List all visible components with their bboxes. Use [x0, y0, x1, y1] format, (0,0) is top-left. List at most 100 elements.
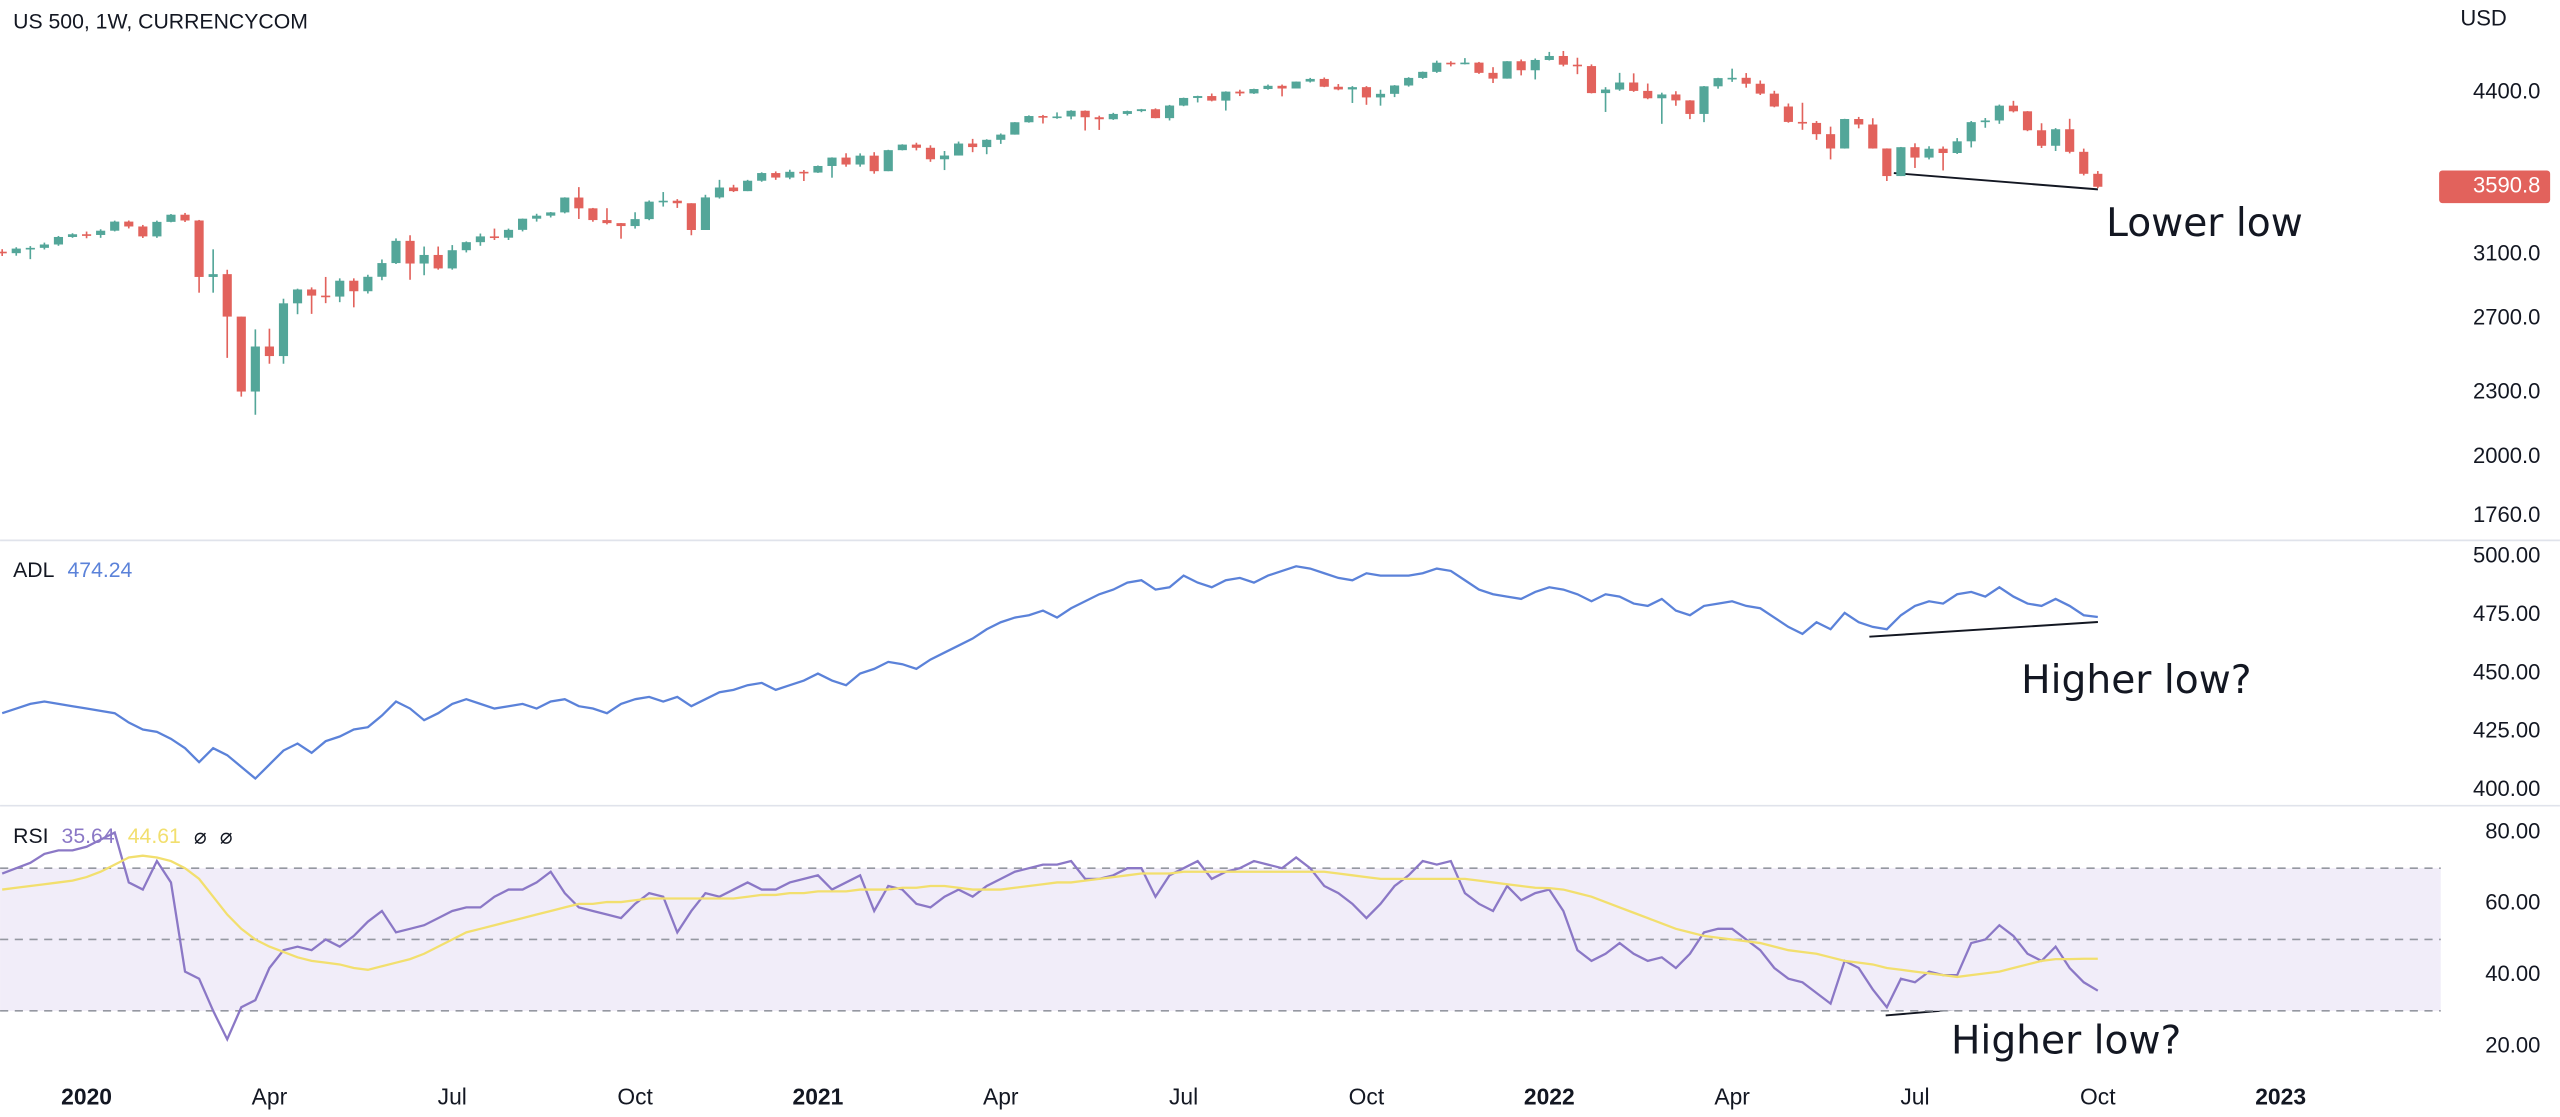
candle-body — [1277, 85, 1287, 89]
candle-body — [1347, 87, 1357, 90]
candle-body — [1980, 120, 1990, 123]
candle-body — [292, 289, 303, 304]
candle-body — [855, 155, 865, 165]
candle-body — [1432, 62, 1442, 72]
candle-body — [1333, 86, 1343, 90]
candle-body — [67, 234, 78, 237]
x-tick-label: Jul — [1900, 1084, 1929, 1110]
candle-body — [1783, 106, 1793, 122]
candle-body — [39, 244, 49, 248]
candle-body — [152, 221, 162, 237]
candle-body — [1361, 87, 1372, 98]
candle-body — [2065, 129, 2075, 152]
candle-body — [1854, 119, 1864, 125]
candle-body — [869, 155, 879, 172]
candle-body — [658, 200, 668, 203]
x-tick-label: 2020 — [61, 1084, 112, 1110]
candle-body — [2051, 129, 2061, 146]
y-tick-label: 425.00 — [2473, 718, 2540, 743]
candle-body — [771, 173, 781, 178]
candle-body — [166, 214, 176, 222]
candle-body — [236, 316, 246, 392]
pane-title: RSI — [13, 825, 48, 848]
candle-body — [1446, 62, 1456, 65]
candle-body — [96, 230, 106, 235]
x-tick-label: Apr — [1714, 1084, 1750, 1110]
candle-body — [1122, 111, 1132, 114]
candle-body — [546, 212, 556, 216]
candle-body — [180, 214, 190, 221]
candle-body — [1136, 109, 1146, 112]
candle-body — [1755, 83, 1765, 94]
candle-body — [1375, 93, 1386, 98]
candle-body — [278, 303, 289, 357]
candle-body — [954, 143, 964, 156]
candle-body — [0, 251, 7, 254]
candle-body — [1474, 62, 1484, 73]
candle-body — [1305, 78, 1315, 82]
candle-body — [194, 220, 204, 277]
last-price-label: 3590.8 — [2473, 173, 2540, 198]
candle-body — [1418, 71, 1428, 78]
candle-body — [1150, 109, 1161, 119]
candle-body — [1629, 82, 1639, 91]
candle-body — [1094, 117, 1104, 120]
candle-body — [574, 197, 584, 209]
x-tick-label: 2023 — [2255, 1084, 2306, 1110]
candle-body — [1052, 116, 1062, 119]
y-tick-label: 2300.0 — [2473, 378, 2540, 403]
candle-body — [1600, 89, 1611, 94]
annotation: Higher low? — [2021, 658, 2251, 703]
candle-body — [602, 220, 612, 224]
trend-line — [1869, 621, 2098, 638]
x-tick-label: Apr — [983, 1084, 1019, 1110]
candle-body — [588, 208, 598, 221]
candle-body — [1502, 61, 1512, 79]
y-tick-label: 450.00 — [2473, 659, 2540, 684]
candle-body — [1207, 96, 1217, 101]
y-tick-label: 400.00 — [2473, 776, 2540, 801]
candle-body — [1179, 97, 1189, 106]
candle-body — [1291, 81, 1301, 89]
candle-body — [1671, 94, 1681, 101]
candle-body — [489, 236, 500, 239]
y-tick-label: 4400.0 — [2473, 79, 2540, 104]
candle-body — [1966, 122, 1976, 142]
candle-body — [939, 155, 950, 160]
candle-body — [1164, 105, 1175, 119]
candle-body — [1685, 100, 1695, 114]
candle-body — [53, 236, 64, 245]
candle-body — [447, 250, 457, 269]
candle-body — [2036, 130, 2047, 146]
candle-body — [1699, 86, 1709, 114]
pane-title: US 500, 1W, CURRENCYCOM — [13, 10, 308, 33]
candle-body — [616, 223, 626, 227]
last-value: 474.24 — [67, 559, 132, 582]
candle-body — [82, 234, 92, 236]
candle-body — [1390, 85, 1400, 94]
candle-body — [1544, 55, 1554, 60]
candle-body — [1938, 148, 1948, 154]
y-tick-label: 20.00 — [2485, 1032, 2540, 1057]
candle-body — [1558, 55, 1568, 65]
candle-body — [1066, 110, 1076, 117]
candle-body — [11, 248, 21, 254]
candle-body — [1010, 122, 1020, 135]
candle-body — [1811, 122, 1822, 135]
candle-body — [1319, 78, 1329, 87]
candle-body — [335, 280, 345, 297]
candle-body — [2022, 111, 2033, 131]
candle-body — [1530, 59, 1540, 71]
candle-body — [996, 134, 1006, 140]
candle-body — [532, 215, 542, 219]
last-value: 44.61 — [128, 825, 181, 848]
trend-line — [1893, 172, 2098, 191]
candle-body — [1797, 121, 1808, 124]
candle-body — [1727, 77, 1737, 80]
candle-body — [1741, 77, 1751, 84]
candle-body — [1488, 72, 1498, 79]
annotation: Higher low? — [1951, 1019, 2181, 1064]
x-tick-label: Oct — [1349, 1084, 1385, 1110]
candle-body — [785, 171, 795, 178]
